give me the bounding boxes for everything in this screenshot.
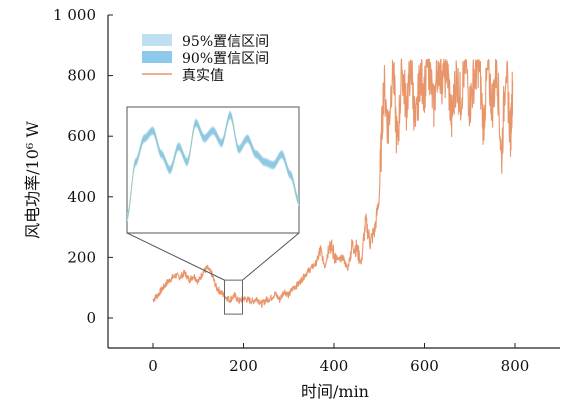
inset-band-90 <box>127 111 299 221</box>
y-tick-label: 400 <box>67 188 96 206</box>
zoom-connector-left <box>126 232 225 281</box>
legend-label: 90%置信区间 <box>182 51 269 67</box>
inset-zoom <box>126 106 300 315</box>
zoom-box <box>223 279 243 315</box>
x-tick-label: 600 <box>410 357 439 375</box>
legend-swatch <box>142 34 172 46</box>
inset-frame <box>126 106 300 234</box>
y-tick-label: 0 <box>86 309 96 327</box>
legend-label: 真实值 <box>182 68 224 84</box>
y-tick-label: 200 <box>67 248 96 266</box>
x-tick-label: 0 <box>148 357 158 375</box>
zoom-connector-right <box>242 232 300 281</box>
inset-line-true-value <box>126 114 300 218</box>
x-tick-label: 400 <box>320 357 349 375</box>
legend-swatch <box>142 51 172 63</box>
y-tick-label: 800 <box>67 67 96 85</box>
x-axis-label: 时间/min <box>301 382 369 401</box>
x-tick-label: 800 <box>501 357 530 375</box>
y-tick-label: 1 000 <box>53 6 96 24</box>
y-tick-label: 600 <box>67 127 96 145</box>
axes <box>107 15 560 349</box>
plot-area <box>152 58 514 308</box>
series-line-true-value <box>152 58 514 308</box>
legend-label: 95%置信区间 <box>182 34 269 50</box>
axis-ticks: 0 200 400 600 800 0 200 400 600 800 1 000 <box>53 6 529 375</box>
x-tick-label: 200 <box>229 357 258 375</box>
y-axis-label: 风电功率/10⁶ W <box>23 121 42 239</box>
